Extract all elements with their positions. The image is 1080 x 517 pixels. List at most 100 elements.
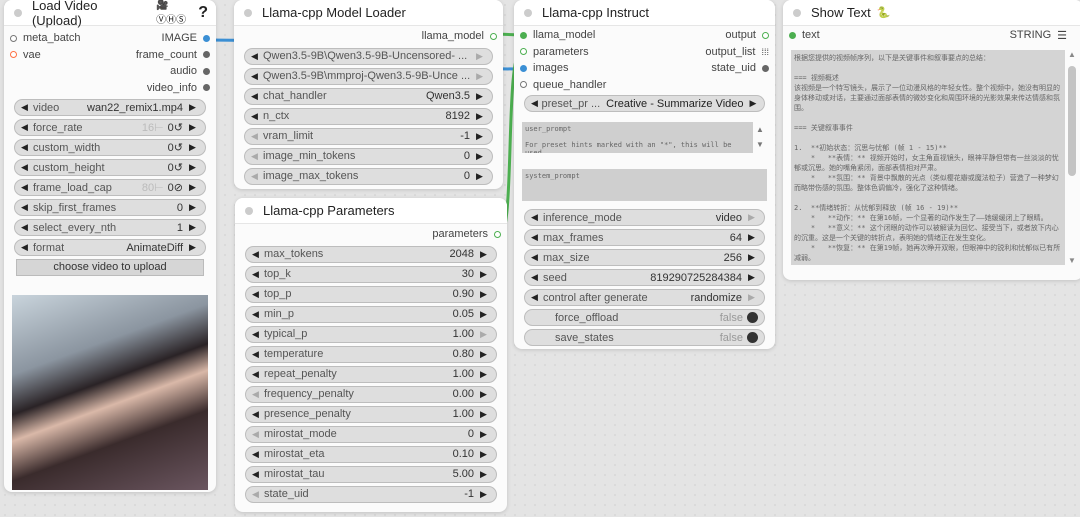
widget-mirostat-eta[interactable]: ◀ mirostat_eta 0.10 ▶ xyxy=(245,445,497,463)
collapse-dot-icon[interactable] xyxy=(14,8,22,17)
arrow-left-icon[interactable]: ◀ xyxy=(531,292,538,302)
input-socket-icon[interactable] xyxy=(10,51,17,59)
widget-frequency-penalty[interactable]: ◀ frequency_penalty 0.00 ▶ xyxy=(245,385,497,403)
arrow-left-icon[interactable]: ◀ xyxy=(531,272,538,282)
arrow-right-icon[interactable]: ▶ xyxy=(476,130,483,141)
arrow-left-icon[interactable]: ◀ xyxy=(21,242,28,252)
preset-prompt-select[interactable]: ◀ preset_pr ... Creative - Summarize Video… xyxy=(524,95,765,112)
output-slot[interactable]: frame_count xyxy=(136,49,210,61)
arrow-right-icon[interactable]: ▶ xyxy=(748,212,755,222)
input-slot[interactable]: text xyxy=(789,29,820,41)
arrow-right-icon[interactable]: ▶ xyxy=(748,292,755,302)
widget-chat-handler[interactable]: ◀ chat_handler Qwen3.5 ▶ xyxy=(244,87,493,105)
widget-force-offload[interactable]: force_offload false xyxy=(524,309,765,326)
text-scrollbar[interactable]: ▲ ▼ xyxy=(1065,50,1079,265)
collapse-dot-icon[interactable] xyxy=(793,8,801,17)
widget-custom-height[interactable]: ◀ custom_height 0↺ ▶ xyxy=(14,159,206,176)
arrow-right-icon[interactable]: ▶ xyxy=(480,268,487,279)
widget-control-after-generate[interactable]: ◀ control after generate randomize ▶ xyxy=(524,289,765,306)
output-socket-icon[interactable] xyxy=(762,31,769,39)
widget-state-uid[interactable]: ◀ state_uid -1 ▶ xyxy=(245,485,497,503)
output-socket-icon[interactable] xyxy=(203,51,210,59)
arrow-right-icon[interactable]: ▶ xyxy=(749,98,757,108)
scrollbar-thumb[interactable] xyxy=(1068,65,1076,176)
input-slot[interactable]: parameters xyxy=(520,46,589,58)
arrow-right-icon[interactable]: ▶ xyxy=(476,90,483,101)
input-socket-icon[interactable] xyxy=(520,64,527,72)
help-icon[interactable]: ? xyxy=(198,3,208,21)
arrow-left-icon[interactable]: ◀ xyxy=(252,308,259,319)
widget-top-p[interactable]: ◀ top_p 0.90 ▶ xyxy=(245,285,497,303)
arrow-left-icon[interactable]: ◀ xyxy=(21,202,28,212)
widget-select-every-nth[interactable]: ◀ select_every_nth 1 ▶ xyxy=(14,219,206,236)
output-socket-icon[interactable] xyxy=(203,67,210,75)
parameters-node[interactable]: Llama-cpp Parameters parameters ◀ max_tok… xyxy=(235,198,507,512)
widget-temperature[interactable]: ◀ temperature 0.80 ▶ xyxy=(245,345,497,363)
input-socket-icon[interactable] xyxy=(520,48,527,56)
output-socket-icon[interactable] xyxy=(494,230,501,238)
arrow-right-icon[interactable]: ▶ xyxy=(480,348,487,359)
arrow-left-icon[interactable]: ◀ xyxy=(252,348,259,359)
widget-max-frames[interactable]: ◀ max_frames 64 ▶ xyxy=(524,229,765,246)
arrow-left-icon[interactable]: ◀ xyxy=(21,102,28,112)
arrow-right-icon[interactable]: ▶ xyxy=(189,222,196,232)
widget-top-k[interactable]: ◀ top_k 30 ▶ xyxy=(245,265,497,283)
output-slot[interactable]: state_uid xyxy=(711,62,769,74)
arrow-left-icon[interactable]: ◀ xyxy=(21,122,28,132)
node-title-bar[interactable]: Llama-cpp Instruct xyxy=(514,0,775,26)
arrow-right-icon[interactable]: ▶ xyxy=(189,182,196,192)
arrow-left-icon[interactable]: ◀ xyxy=(252,468,259,479)
input-slot[interactable]: llama_model xyxy=(520,29,595,41)
arrow-left-icon[interactable]: ◀ xyxy=(251,130,258,141)
node-title-bar[interactable]: Llama-cpp Parameters xyxy=(235,198,507,224)
widget-save-states[interactable]: save_states false xyxy=(524,329,765,346)
arrow-right-icon[interactable]: ▶ xyxy=(476,170,483,181)
arrow-left-icon[interactable]: ◀ xyxy=(252,408,259,419)
output-socket-icon[interactable] xyxy=(203,34,210,42)
arrow-right-icon[interactable]: ▶ xyxy=(748,232,755,242)
arrow-left-icon[interactable]: ◀ xyxy=(251,70,258,81)
widget-qwen3-5-9b-mmproj-qwen3-5-9b-unce-[interactable]: ◀ Qwen3.5-9B\mmproj-Qwen3.5-9B-Unce ... ▶ xyxy=(244,67,493,85)
node-title-bar[interactable]: Show Text 🐍 xyxy=(783,0,1080,26)
arrow-right-icon[interactable]: ▶ xyxy=(480,308,487,319)
arrow-right-icon[interactable]: ▶ xyxy=(480,468,487,479)
widget-image-min-tokens[interactable]: ◀ image_min_tokens 0 ▶ xyxy=(244,147,493,165)
output-slot[interactable]: STRING ☰ xyxy=(1010,29,1067,42)
widget-video[interactable]: ◀ video wan22_remix1.mp4 ▶ xyxy=(14,99,206,116)
arrow-left-icon[interactable]: ◀ xyxy=(251,150,258,161)
arrow-left-icon[interactable]: ◀ xyxy=(21,222,28,232)
output-socket-icon[interactable] xyxy=(203,84,210,92)
prompt-scroll-arrows-icon[interactable]: ▲ ▼ xyxy=(756,125,764,149)
output-slot[interactable]: audio xyxy=(170,65,210,77)
widget-image-max-tokens[interactable]: ◀ image_max_tokens 0 ▶ xyxy=(244,167,493,185)
arrow-right-icon[interactable]: ▶ xyxy=(476,150,483,161)
output-slot[interactable]: video_info xyxy=(147,82,210,94)
input-slot[interactable]: vae xyxy=(10,49,41,61)
widget-qwen3-5-9b-qwen3-5-9b-uncensored-[interactable]: ◀ Qwen3.5-9B\Qwen3.5-9B-Uncensored- ... ▶ xyxy=(244,47,493,65)
arrow-right-icon[interactable]: ▶ xyxy=(189,142,196,152)
arrow-left-icon[interactable]: ◀ xyxy=(252,268,259,279)
arrow-right-icon[interactable]: ▶ xyxy=(189,202,196,212)
arrow-right-icon[interactable]: ▶ xyxy=(189,162,196,172)
collapse-dot-icon[interactable] xyxy=(244,8,252,17)
arrow-left-icon[interactable]: ◀ xyxy=(252,368,259,379)
input-socket-icon[interactable] xyxy=(10,34,17,42)
arrow-left-icon[interactable]: ◀ xyxy=(531,212,538,222)
arrow-left-icon[interactable]: ◀ xyxy=(252,488,259,499)
arrow-left-icon[interactable]: ◀ xyxy=(251,90,258,101)
list-output-icon[interactable]: ☰ xyxy=(1057,29,1067,42)
output-slot[interactable]: output xyxy=(725,29,769,41)
output-slot[interactable]: IMAGE xyxy=(162,32,210,44)
arrow-left-icon[interactable]: ◀ xyxy=(531,232,538,242)
input-socket-icon[interactable] xyxy=(520,31,527,39)
arrow-right-icon[interactable]: ▶ xyxy=(480,388,487,399)
output-socket-icon[interactable] xyxy=(490,32,497,40)
arrow-left-icon[interactable]: ◀ xyxy=(21,182,28,192)
scroll-up-icon[interactable]: ▲ xyxy=(1068,49,1076,59)
widget-custom-width[interactable]: ◀ custom_width 0↺ ▶ xyxy=(14,139,206,156)
toggle-icon[interactable] xyxy=(747,312,758,323)
arrow-right-icon[interactable]: ▶ xyxy=(480,248,487,259)
arrow-left-icon[interactable]: ◀ xyxy=(251,50,258,61)
model-loader-node[interactable]: Llama-cpp Model Loader llama_model ◀ Qwen… xyxy=(234,0,503,189)
widget-format[interactable]: ◀ format AnimateDiff ▶ xyxy=(14,239,206,256)
